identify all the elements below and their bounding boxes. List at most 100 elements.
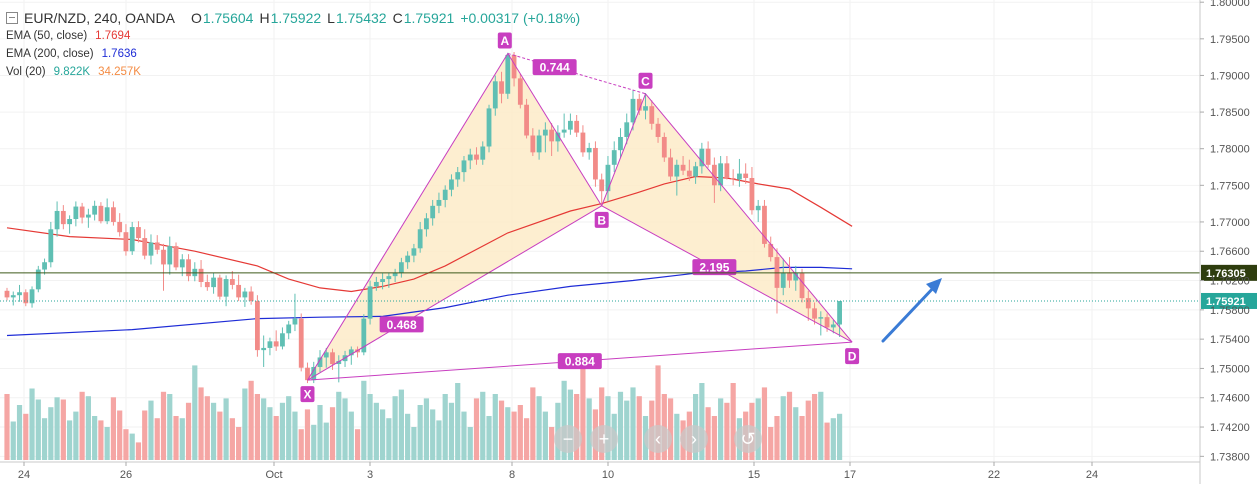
volume-bar	[711, 416, 717, 460]
volume-bar	[279, 402, 286, 460]
ratio-label-bg	[557, 353, 602, 370]
candle-body	[542, 129, 548, 136]
arrow-head[interactable]	[926, 278, 942, 294]
close-label: C	[392, 10, 403, 26]
candle-body	[60, 210, 66, 225]
high-value: 1.75922	[270, 10, 322, 26]
ratio-label: 0.468	[387, 318, 417, 332]
volume-bar	[523, 418, 530, 460]
volume-bar	[505, 407, 511, 460]
ema50-line	[6, 175, 853, 293]
price-tick-label: 1.75000	[1210, 363, 1250, 375]
candle-body	[505, 54, 511, 94]
candle-body	[643, 106, 648, 111]
scroll-left-button[interactable]: ‹	[644, 425, 672, 453]
zoom-in-button[interactable]: +	[590, 425, 618, 453]
candle-body	[173, 246, 179, 268]
price-tick-label: 1.74600	[1210, 393, 1250, 405]
volume-bar	[542, 411, 548, 460]
ratio-label: 0.884	[565, 355, 595, 369]
volume-bar	[405, 413, 411, 460]
candle-body	[417, 229, 423, 249]
volume-bar	[10, 421, 16, 460]
reset-button[interactable]: ↺	[734, 425, 762, 453]
price-lines: 1.76305 1.75921	[0, 264, 1257, 309]
point-label-d-bg	[845, 348, 860, 365]
volume-legend[interactable]: Vol (20) 9.822K 34.257K	[6, 64, 580, 82]
candle-body	[837, 301, 842, 325]
candle-body	[743, 173, 749, 178]
volume-bar	[354, 429, 361, 460]
collapse-icon[interactable]	[6, 12, 18, 24]
candle-body	[668, 157, 673, 177]
time-tick-label: 24	[18, 469, 30, 481]
candle-body	[674, 164, 680, 177]
candle-body	[73, 206, 79, 220]
point-label-d: D	[848, 350, 857, 364]
zoom-out-button[interactable]: −	[554, 425, 582, 453]
candle-body	[805, 298, 811, 309]
candle-body	[749, 177, 755, 211]
volume-bar	[386, 418, 392, 460]
volume-bar	[486, 416, 492, 460]
volume-bar	[23, 413, 29, 460]
candle-body	[323, 352, 329, 358]
time-tick-label: 17	[844, 469, 856, 481]
candle-body	[248, 291, 254, 302]
volume-bar	[317, 405, 323, 460]
candle-body	[799, 273, 805, 299]
candle-body	[204, 282, 210, 288]
candle-body	[255, 301, 260, 351]
candle-body	[117, 221, 123, 233]
leg-ac	[507, 52, 646, 95]
candle-body	[517, 78, 523, 105]
volume-bar	[236, 427, 242, 460]
volume-bar	[361, 380, 367, 460]
symbol-title[interactable]: EUR/NZD, 240, OANDA	[24, 10, 175, 26]
candle-body	[711, 164, 717, 186]
candle-body	[492, 81, 498, 109]
ratio-label-bg	[532, 59, 577, 76]
volume-bar	[292, 411, 298, 460]
candle-body	[104, 207, 110, 222]
harmonic-pattern[interactable]: X A B C D 0.744 0.468 2.195 0.884	[300, 32, 860, 403]
candle-body	[79, 206, 85, 218]
forecast-arrow[interactable]	[881, 278, 942, 343]
candle-body	[661, 136, 667, 158]
candle-body	[85, 214, 91, 218]
scroll-right-button[interactable]: ›	[680, 425, 708, 453]
candle-body	[549, 129, 555, 142]
candle-body	[4, 290, 10, 298]
high-label: H	[259, 10, 270, 26]
point-label-x: X	[303, 388, 311, 402]
candle-body	[467, 154, 473, 161]
volume-bar	[793, 407, 799, 460]
volume-bar	[154, 418, 160, 460]
volume-bar	[392, 396, 398, 460]
ratio-label: 2.195	[699, 261, 729, 275]
candle-body	[686, 170, 692, 177]
volume-bar	[29, 388, 35, 460]
candle-body	[424, 218, 429, 230]
ema50-legend[interactable]: EMA (50, close) 1.7694	[6, 28, 580, 46]
point-label-b: B	[597, 213, 606, 227]
candle-body	[273, 341, 279, 347]
candle-body	[242, 291, 248, 298]
volume-bar	[104, 427, 110, 460]
arrow-shaft[interactable]	[881, 283, 938, 343]
ema200-legend[interactable]: EMA (200, close) 1.7636	[6, 46, 580, 64]
time-tick-label: 24	[1086, 469, 1098, 481]
price-tick-label: 1.79000	[1210, 70, 1250, 82]
candle-body	[474, 154, 479, 160]
volume-bar	[192, 365, 198, 460]
candle-body	[229, 279, 235, 285]
candle-body	[787, 273, 792, 281]
candle-body	[705, 148, 711, 165]
candle-body	[524, 104, 529, 136]
volume-bar	[617, 391, 624, 460]
candle-body	[10, 295, 16, 298]
volume-bar	[179, 418, 185, 460]
candle-body	[818, 317, 824, 319]
